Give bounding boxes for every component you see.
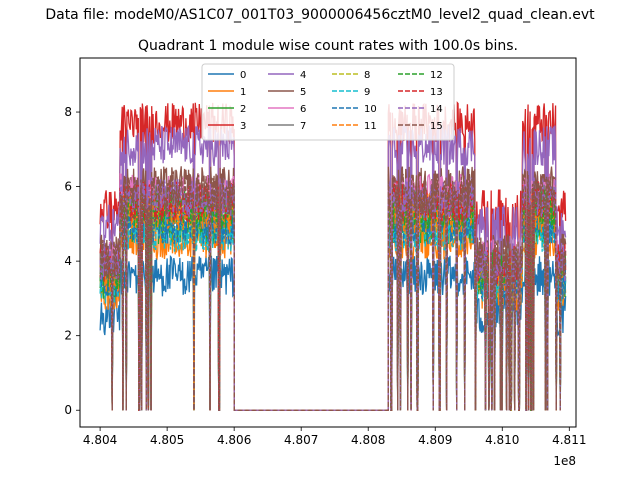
- legend-label-3: 3: [240, 121, 246, 132]
- legend-label-14: 14: [430, 104, 443, 115]
- legend-label-9: 9: [364, 87, 370, 98]
- y-tick-label: 6: [64, 180, 72, 194]
- legend-label-5: 5: [300, 87, 306, 98]
- x-tick-label: 4.807: [284, 433, 318, 447]
- series-layer: [99, 101, 567, 411]
- x-tick-label: 4.810: [485, 433, 519, 447]
- legend-label-0: 0: [240, 70, 246, 81]
- legend-label-2: 2: [240, 104, 246, 115]
- plot-frame: [79, 57, 577, 428]
- legend-label-4: 4: [300, 70, 306, 81]
- axis-ticks: 4.804 4.805 4.806 4.807 4.808 4.809 4.810 4.811…: [64, 105, 586, 447]
- x-tick-label: 4.806: [217, 433, 251, 447]
- series-line-15: [99, 172, 567, 411]
- legend-label-12: 12: [430, 70, 443, 81]
- legend-box: [201, 63, 455, 141]
- figure-suptitle: Data file: modeM0/AS1C07_001T03_90000064…: [45, 7, 595, 23]
- y-tick-label: 0: [64, 403, 72, 417]
- x-offset-label: 1e8: [553, 454, 576, 468]
- legend-label-6: 6: [300, 104, 306, 115]
- y-tick-label: 4: [64, 254, 72, 268]
- legend-label-10: 10: [364, 104, 377, 115]
- x-tick-label: 4.804: [83, 433, 117, 447]
- x-tick-label: 4.808: [351, 433, 385, 447]
- x-tick-label: 4.805: [150, 433, 184, 447]
- chart-title: Quadrant 1 module wise count rates with …: [138, 38, 518, 54]
- y-tick-label: 2: [64, 329, 72, 343]
- legend-label-7: 7: [300, 121, 306, 132]
- legend-label-11: 11: [364, 121, 377, 132]
- y-tick-label: 8: [64, 105, 72, 119]
- x-tick-label: 4.809: [418, 433, 452, 447]
- legend-label-15: 15: [430, 121, 443, 132]
- legend-label-1: 1: [240, 87, 246, 98]
- legend-label-8: 8: [364, 70, 370, 81]
- legend-label-13: 13: [430, 87, 443, 98]
- x-tick-label: 4.811: [552, 433, 586, 447]
